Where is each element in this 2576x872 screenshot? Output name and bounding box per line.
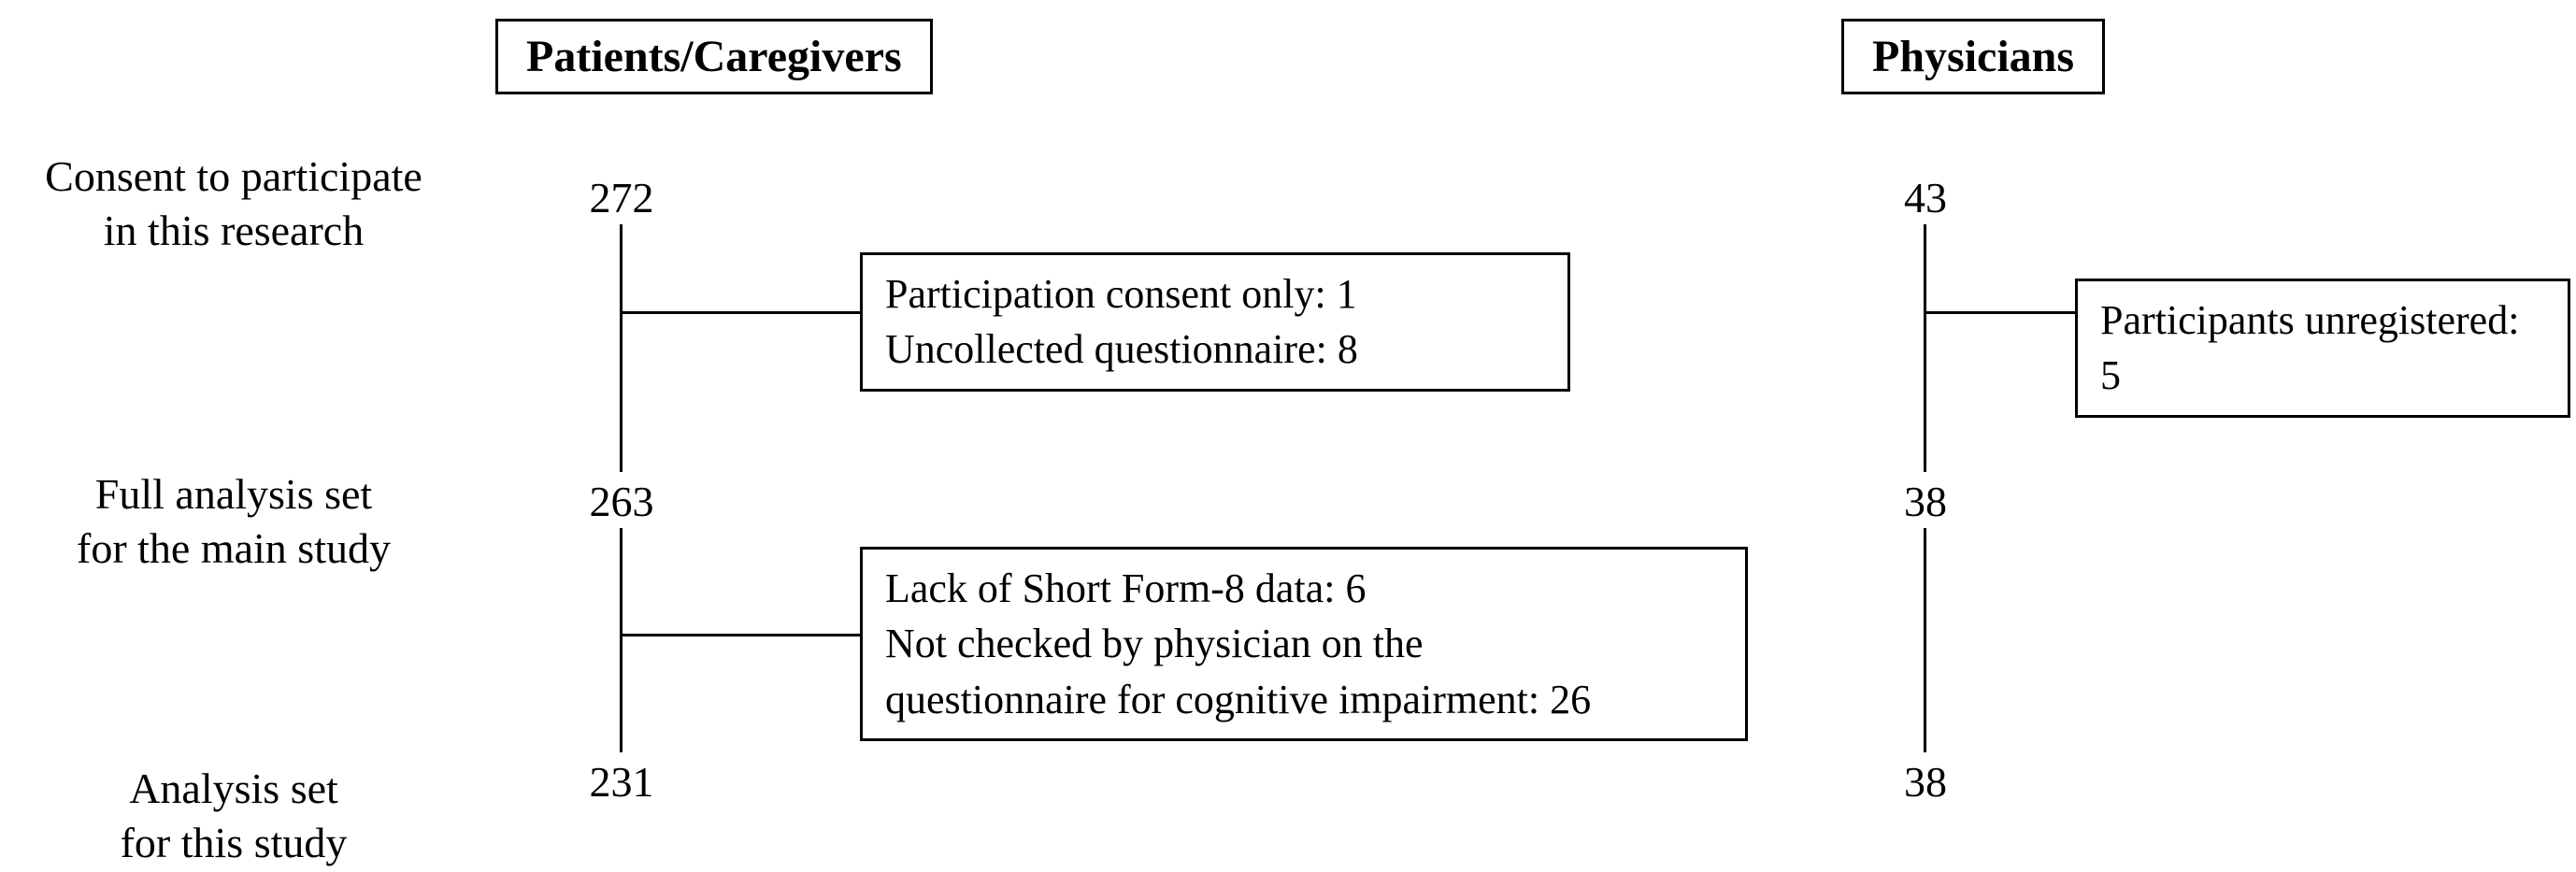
physicians-vline-2 (1924, 528, 1926, 752)
patients-value-this: 231 (565, 757, 678, 807)
physicians-value-this-text: 38 (1904, 758, 1947, 806)
header-physicians-text: Physicians (1872, 32, 2074, 81)
patients-value-consent: 272 (565, 173, 678, 222)
physicians-value-full: 38 (1869, 477, 1982, 526)
patients-value-this-text: 231 (590, 758, 654, 806)
row-label-consent-l1: Consent to participate (45, 152, 422, 200)
row-label-full: Full analysis set for the main study (37, 467, 430, 575)
patients-exclusion-1: Participation consent only: 1 Uncollecte… (860, 252, 1570, 392)
row-label-consent: Consent to participate in this research (37, 150, 430, 257)
patients-hline-2 (620, 634, 860, 636)
physicians-vline-1 (1924, 224, 1926, 472)
row-label-this-l2: for this study (121, 819, 348, 866)
patients-exclusion-2-l1: Lack of Short Form-8 data: 6 (885, 565, 1366, 611)
physicians-hline-1 (1924, 311, 2075, 314)
physicians-exclusion-1-text: Participants unregistered: 5 (2100, 297, 2519, 398)
row-label-consent-l2: in this research (104, 207, 364, 254)
row-label-this-l1: Analysis set (129, 765, 338, 812)
patients-exclusion-2: Lack of Short Form-8 data: 6 Not checked… (860, 547, 1748, 741)
header-physicians: Physicians (1841, 19, 2105, 94)
physicians-value-full-text: 38 (1904, 478, 1947, 525)
patients-value-full: 263 (565, 477, 678, 526)
row-label-this: Analysis set for this study (37, 762, 430, 869)
patients-exclusion-1-l2: Uncollected questionnaire: 8 (885, 326, 1358, 372)
patients-vline-1 (620, 224, 623, 472)
patients-exclusion-2-l3: questionnaire for cognitive impairment: … (885, 677, 1591, 722)
flowchart-container: Patients/Caregivers Physicians Consent t… (0, 0, 2576, 872)
patients-value-full-text: 263 (590, 478, 654, 525)
header-patients: Patients/Caregivers (495, 19, 933, 94)
patients-value-consent-text: 272 (590, 174, 654, 222)
physicians-value-consent-text: 43 (1904, 174, 1947, 222)
physicians-value-consent: 43 (1869, 173, 1982, 222)
patients-hline-1 (620, 311, 860, 314)
physicians-exclusion-1: Participants unregistered: 5 (2075, 279, 2570, 418)
header-patients-text: Patients/Caregivers (526, 32, 902, 81)
patients-vline-2 (620, 528, 623, 752)
physicians-value-this: 38 (1869, 757, 1982, 807)
patients-exclusion-2-l2: Not checked by physician on the (885, 621, 1424, 666)
row-label-full-l1: Full analysis set (95, 470, 372, 518)
patients-exclusion-1-l1: Participation consent only: 1 (885, 271, 1357, 317)
row-label-full-l2: for the main study (77, 524, 391, 572)
